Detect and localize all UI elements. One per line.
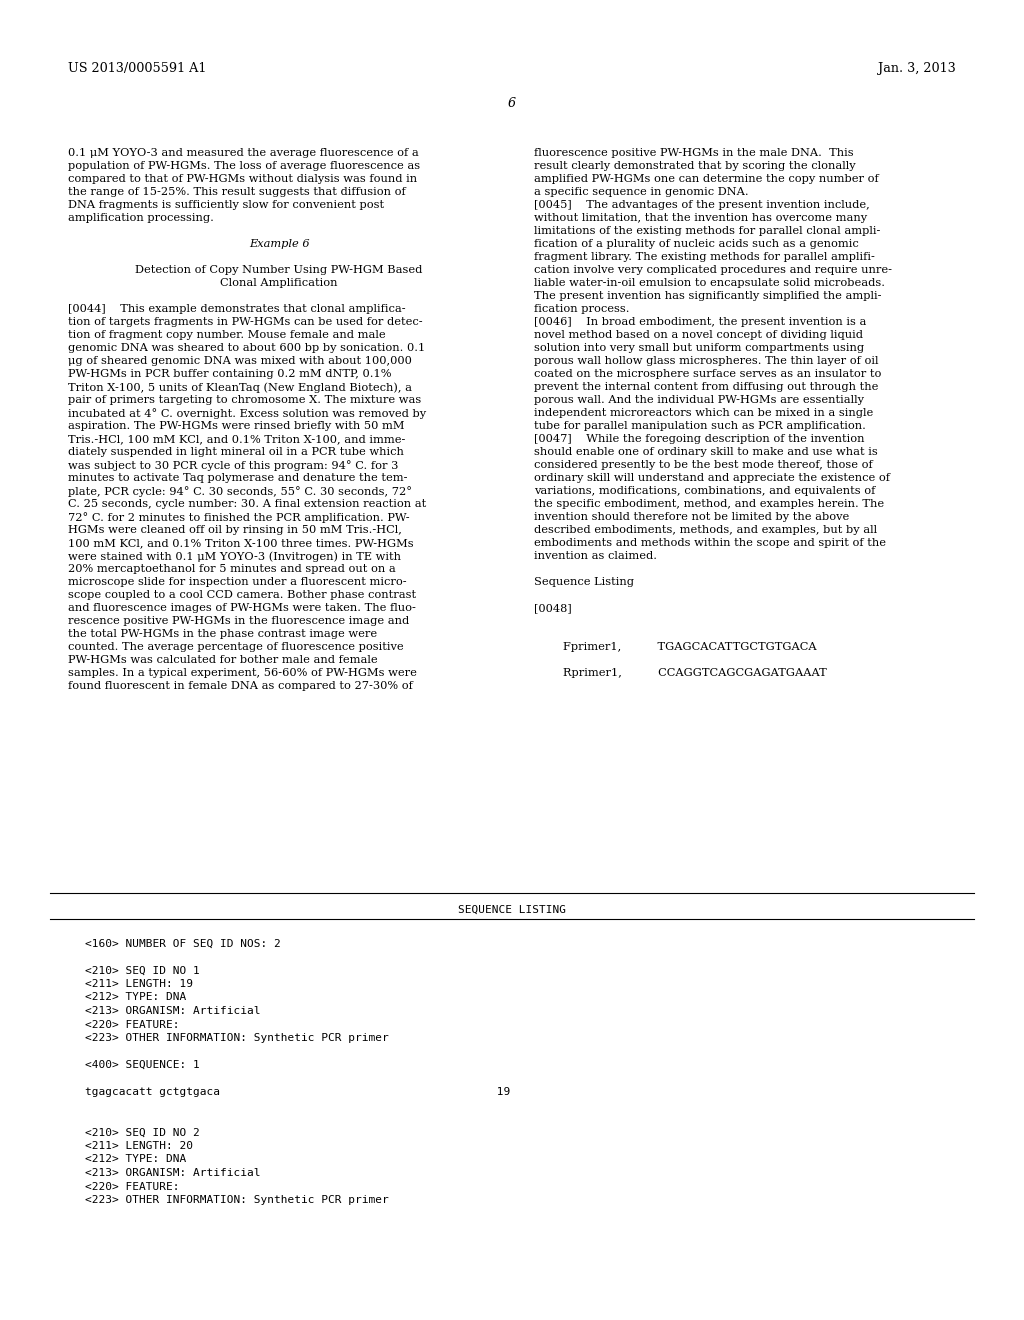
Text: DNA fragments is sufficiently slow for convenient post: DNA fragments is sufficiently slow for c… <box>68 201 384 210</box>
Text: amplified PW-HGMs one can determine the copy number of: amplified PW-HGMs one can determine the … <box>534 174 879 183</box>
Text: [0048]: [0048] <box>534 603 571 612</box>
Text: [0046]    In broad embodiment, the present invention is a: [0046] In broad embodiment, the present … <box>534 317 866 327</box>
Text: HGMs were cleaned off oil by rinsing in 50 mM Tris.-HCl,: HGMs were cleaned off oil by rinsing in … <box>68 525 401 535</box>
Text: considered presently to be the best mode thereof, those of: considered presently to be the best mode… <box>534 459 872 470</box>
Text: <223> OTHER INFORMATION: Synthetic PCR primer: <223> OTHER INFORMATION: Synthetic PCR p… <box>85 1034 389 1043</box>
Text: [0045]    The advantages of the present invention include,: [0045] The advantages of the present inv… <box>534 201 869 210</box>
Text: microscope slide for inspection under a fluorescent micro-: microscope slide for inspection under a … <box>68 577 407 587</box>
Text: fragment library. The existing methods for parallel amplifi-: fragment library. The existing methods f… <box>534 252 874 261</box>
Text: embodiments and methods within the scope and spirit of the: embodiments and methods within the scope… <box>534 539 886 548</box>
Text: <213> ORGANISM: Artificial: <213> ORGANISM: Artificial <box>85 1168 260 1177</box>
Text: <210> SEQ ID NO 1: <210> SEQ ID NO 1 <box>85 965 200 975</box>
Text: novel method based on a novel concept of dividing liquid: novel method based on a novel concept of… <box>534 330 863 341</box>
Text: amplification processing.: amplification processing. <box>68 213 214 223</box>
Text: [0044]    This example demonstrates that clonal amplifica-: [0044] This example demonstrates that cl… <box>68 304 406 314</box>
Text: Fprimer1,          TGAGCACATTGCTGTGACA: Fprimer1, TGAGCACATTGCTGTGACA <box>534 642 816 652</box>
Text: The present invention has significantly simplified the ampli-: The present invention has significantly … <box>534 290 882 301</box>
Text: 0.1 μM YOYO-3 and measured the average fluorescence of a: 0.1 μM YOYO-3 and measured the average f… <box>68 148 419 158</box>
Text: tion of fragment copy number. Mouse female and male: tion of fragment copy number. Mouse fema… <box>68 330 386 341</box>
Text: PW-HGMs was calculated for bother male and female: PW-HGMs was calculated for bother male a… <box>68 655 378 665</box>
Text: pair of primers targeting to chromosome X. The mixture was: pair of primers targeting to chromosome … <box>68 395 421 405</box>
Text: C. 25 seconds, cycle number: 30. A final extension reaction at: C. 25 seconds, cycle number: 30. A final… <box>68 499 426 510</box>
Text: <212> TYPE: DNA: <212> TYPE: DNA <box>85 1155 186 1164</box>
Text: solution into very small but uniform compartments using: solution into very small but uniform com… <box>534 343 864 352</box>
Text: aspiration. The PW-HGMs were rinsed briefly with 50 mM: aspiration. The PW-HGMs were rinsed brie… <box>68 421 404 432</box>
Text: <212> TYPE: DNA: <212> TYPE: DNA <box>85 993 186 1002</box>
Text: fication of a plurality of nucleic acids such as a genomic: fication of a plurality of nucleic acids… <box>534 239 859 249</box>
Text: fluorescence positive PW-HGMs in the male DNA.  This: fluorescence positive PW-HGMs in the mal… <box>534 148 854 158</box>
Text: tgagcacatt gctgtgaca                                         19: tgagcacatt gctgtgaca 19 <box>85 1086 510 1097</box>
Text: cation involve very complicated procedures and require unre-: cation involve very complicated procedur… <box>534 265 892 275</box>
Text: independent microreactors which can be mixed in a single: independent microreactors which can be m… <box>534 408 873 418</box>
Text: population of PW-HGMs. The loss of average fluorescence as: population of PW-HGMs. The loss of avera… <box>68 161 420 172</box>
Text: <220> FEATURE:: <220> FEATURE: <box>85 1019 179 1030</box>
Text: <223> OTHER INFORMATION: Synthetic PCR primer: <223> OTHER INFORMATION: Synthetic PCR p… <box>85 1195 389 1205</box>
Text: diately suspended in light mineral oil in a PCR tube which: diately suspended in light mineral oil i… <box>68 447 403 457</box>
Text: compared to that of PW-HGMs without dialysis was found in: compared to that of PW-HGMs without dial… <box>68 174 417 183</box>
Text: 6: 6 <box>508 96 516 110</box>
Text: porous wall hollow glass microspheres. The thin layer of oil: porous wall hollow glass microspheres. T… <box>534 356 879 366</box>
Text: Detection of Copy Number Using PW-HGM Based: Detection of Copy Number Using PW-HGM Ba… <box>135 265 423 275</box>
Text: tion of targets fragments in PW-HGMs can be used for detec-: tion of targets fragments in PW-HGMs can… <box>68 317 423 327</box>
Text: variations, modifications, combinations, and equivalents of: variations, modifications, combinations,… <box>534 486 876 496</box>
Text: <160> NUMBER OF SEQ ID NOS: 2: <160> NUMBER OF SEQ ID NOS: 2 <box>85 939 281 949</box>
Text: the range of 15-25%. This result suggests that diffusion of: the range of 15-25%. This result suggest… <box>68 187 406 197</box>
Text: prevent the internal content from diffusing out through the: prevent the internal content from diffus… <box>534 381 879 392</box>
Text: 72° C. for 2 minutes to finished the PCR amplification. PW-: 72° C. for 2 minutes to finished the PCR… <box>68 512 410 523</box>
Text: the total PW-HGMs in the phase contrast image were: the total PW-HGMs in the phase contrast … <box>68 630 377 639</box>
Text: Example 6: Example 6 <box>249 239 309 249</box>
Text: a specific sequence in genomic DNA.: a specific sequence in genomic DNA. <box>534 187 749 197</box>
Text: rescence positive PW-HGMs in the fluorescence image and: rescence positive PW-HGMs in the fluores… <box>68 616 410 626</box>
Text: Rprimer1,          CCAGGTCAGCGAGATGAAAT: Rprimer1, CCAGGTCAGCGAGATGAAAT <box>534 668 826 678</box>
Text: result clearly demonstrated that by scoring the clonally: result clearly demonstrated that by scor… <box>534 161 856 172</box>
Text: invention should therefore not be limited by the above: invention should therefore not be limite… <box>534 512 849 521</box>
Text: plate, PCR cycle: 94° C. 30 seconds, 55° C. 30 seconds, 72°: plate, PCR cycle: 94° C. 30 seconds, 55°… <box>68 486 412 496</box>
Text: found fluorescent in female DNA as compared to 27-30% of: found fluorescent in female DNA as compa… <box>68 681 413 690</box>
Text: 100 mM KCl, and 0.1% Triton X-100 three times. PW-HGMs: 100 mM KCl, and 0.1% Triton X-100 three … <box>68 539 414 548</box>
Text: minutes to activate Taq polymerase and denature the tem-: minutes to activate Taq polymerase and d… <box>68 473 408 483</box>
Text: <211> LENGTH: 19: <211> LENGTH: 19 <box>85 979 193 989</box>
Text: 20% mercaptoethanol for 5 minutes and spread out on a: 20% mercaptoethanol for 5 minutes and sp… <box>68 564 395 574</box>
Text: porous wall. And the individual PW-HGMs are essentially: porous wall. And the individual PW-HGMs … <box>534 395 864 405</box>
Text: SEQUENCE LISTING: SEQUENCE LISTING <box>458 906 566 915</box>
Text: <400> SEQUENCE: 1: <400> SEQUENCE: 1 <box>85 1060 200 1071</box>
Text: Triton X-100, 5 units of KleanTaq (New England Biotech), a: Triton X-100, 5 units of KleanTaq (New E… <box>68 381 412 392</box>
Text: and fluorescence images of PW-HGMs were taken. The fluo-: and fluorescence images of PW-HGMs were … <box>68 603 416 612</box>
Text: samples. In a typical experiment, 56-60% of PW-HGMs were: samples. In a typical experiment, 56-60%… <box>68 668 417 678</box>
Text: <211> LENGTH: 20: <211> LENGTH: 20 <box>85 1140 193 1151</box>
Text: genomic DNA was sheared to about 600 bp by sonication. 0.1: genomic DNA was sheared to about 600 bp … <box>68 343 425 352</box>
Text: ordinary skill will understand and appreciate the existence of: ordinary skill will understand and appre… <box>534 473 890 483</box>
Text: Clonal Amplification: Clonal Amplification <box>220 279 338 288</box>
Text: μg of sheared genomic DNA was mixed with about 100,000: μg of sheared genomic DNA was mixed with… <box>68 356 412 366</box>
Text: US 2013/0005591 A1: US 2013/0005591 A1 <box>68 62 207 75</box>
Text: was subject to 30 PCR cycle of this program: 94° C. for 3: was subject to 30 PCR cycle of this prog… <box>68 459 398 471</box>
Text: Tris.-HCl, 100 mM KCl, and 0.1% Triton X-100, and imme-: Tris.-HCl, 100 mM KCl, and 0.1% Triton X… <box>68 434 406 444</box>
Text: limitations of the existing methods for parallel clonal ampli-: limitations of the existing methods for … <box>534 226 881 236</box>
Text: liable water-in-oil emulsion to encapsulate solid microbeads.: liable water-in-oil emulsion to encapsul… <box>534 279 885 288</box>
Text: incubated at 4° C. overnight. Excess solution was removed by: incubated at 4° C. overnight. Excess sol… <box>68 408 426 418</box>
Text: Jan. 3, 2013: Jan. 3, 2013 <box>879 62 956 75</box>
Text: invention as claimed.: invention as claimed. <box>534 550 657 561</box>
Text: fication process.: fication process. <box>534 304 630 314</box>
Text: scope coupled to a cool CCD camera. Bother phase contrast: scope coupled to a cool CCD camera. Both… <box>68 590 416 601</box>
Text: coated on the microsphere surface serves as an insulator to: coated on the microsphere surface serves… <box>534 370 882 379</box>
Text: described embodiments, methods, and examples, but by all: described embodiments, methods, and exam… <box>534 525 878 535</box>
Text: were stained with 0.1 μM YOYO-3 (Invitrogen) in TE with: were stained with 0.1 μM YOYO-3 (Invitro… <box>68 550 401 561</box>
Text: should enable one of ordinary skill to make and use what is: should enable one of ordinary skill to m… <box>534 447 878 457</box>
Text: PW-HGMs in PCR buffer containing 0.2 mM dNTP, 0.1%: PW-HGMs in PCR buffer containing 0.2 mM … <box>68 370 391 379</box>
Text: [0047]    While the foregoing description of the invention: [0047] While the foregoing description o… <box>534 434 864 444</box>
Text: without limitation, that the invention has overcome many: without limitation, that the invention h… <box>534 213 867 223</box>
Text: Sequence Listing: Sequence Listing <box>534 577 634 587</box>
Text: counted. The average percentage of fluorescence positive: counted. The average percentage of fluor… <box>68 642 403 652</box>
Text: the specific embodiment, method, and examples herein. The: the specific embodiment, method, and exa… <box>534 499 884 510</box>
Text: <220> FEATURE:: <220> FEATURE: <box>85 1181 179 1192</box>
Text: <210> SEQ ID NO 2: <210> SEQ ID NO 2 <box>85 1127 200 1138</box>
Text: tube for parallel manipulation such as PCR amplification.: tube for parallel manipulation such as P… <box>534 421 866 432</box>
Text: <213> ORGANISM: Artificial: <213> ORGANISM: Artificial <box>85 1006 260 1016</box>
